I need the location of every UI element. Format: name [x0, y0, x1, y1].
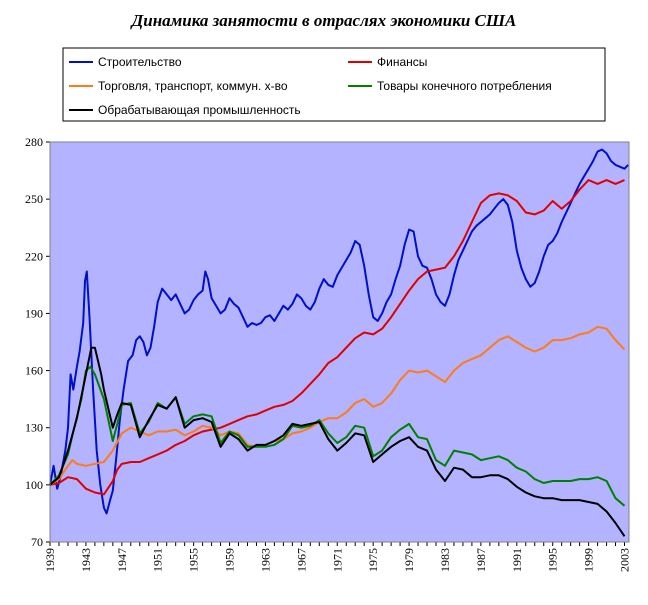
x-tick-label: 1999: [582, 548, 596, 572]
x-tick-label: 1987: [474, 548, 488, 572]
plot-border: [49, 141, 630, 543]
x-tick-label: 1947: [115, 548, 129, 572]
x-tick-label: 1975: [366, 548, 380, 572]
legend-label: Финансы: [377, 55, 427, 69]
x-tick-label: 1983: [438, 548, 452, 572]
y-tick-label: 250: [25, 192, 43, 206]
x-axis: 1939 1943 1947 1951 1955 1959 1963 1967 1971 1975…: [43, 541, 632, 572]
series-line-1: [49, 148, 629, 515]
series-line-5: [49, 346, 626, 537]
legend: Строительство Финансы Торговля, транспорт,…: [62, 47, 606, 122]
series-line-2: [49, 179, 625, 496]
x-tick-label: 1951: [151, 548, 165, 572]
legend-label: Товары конечного потребления: [377, 79, 552, 93]
y-tick-label: 70: [31, 535, 43, 549]
plot-area: [50, 142, 629, 542]
y-tick-label: 220: [25, 249, 43, 263]
x-tick-label: 1959: [223, 548, 237, 572]
legend-label: Обрабатывающая промышленность: [98, 103, 301, 117]
x-tick-label: 2003: [618, 548, 632, 572]
legend-box: [62, 47, 606, 122]
x-tick-label: 1939: [43, 548, 57, 572]
y-tick-label: 100: [25, 478, 43, 492]
legend-label: Строительство: [98, 55, 182, 69]
chart-title: Динамика занятости в отраслях экономики …: [130, 11, 517, 30]
series-lines: [49, 148, 629, 537]
series-line-4: [49, 365, 626, 507]
x-tick-label: 1991: [510, 548, 524, 572]
y-tick-label: 130: [25, 421, 43, 435]
x-tick-label: 1963: [258, 548, 272, 572]
legend-label: Торговля, транспорт, коммун. х-во: [98, 79, 288, 93]
x-tick-label: 1995: [546, 548, 560, 572]
y-tick-label: 280: [25, 135, 43, 149]
x-tick-label: 1967: [294, 548, 308, 572]
y-tick-label: 160: [25, 364, 43, 378]
x-tick-label: 1971: [330, 548, 344, 572]
x-tick-label: 1955: [187, 548, 201, 572]
x-tick-label: 1943: [79, 548, 93, 572]
y-axis: 70 100 130 160 190 220 250 280: [25, 135, 51, 549]
x-tick-label: 1979: [402, 548, 416, 572]
y-tick-label: 190: [25, 306, 43, 320]
